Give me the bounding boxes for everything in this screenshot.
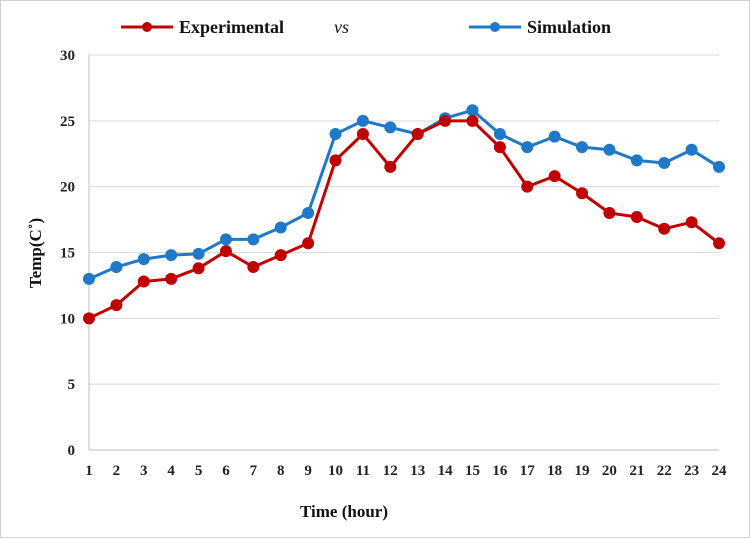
- data-point-experimental: [83, 312, 95, 325]
- data-point-simulation: [685, 143, 698, 156]
- x-tick-label: 9: [304, 463, 312, 479]
- data-point-simulation: [356, 114, 369, 127]
- x-tick-label: 12: [383, 463, 398, 479]
- data-point-simulation: [576, 141, 589, 154]
- data-point-experimental: [603, 207, 616, 219]
- data-point-simulation: [247, 233, 260, 246]
- data-point-experimental: [521, 180, 534, 193]
- series-simulation: [83, 104, 725, 285]
- x-tick-label: 19: [575, 463, 590, 479]
- data-point-simulation: [329, 128, 342, 140]
- x-tick-label: 14: [438, 463, 454, 479]
- series-experimental: [83, 114, 725, 325]
- data-point-experimental: [576, 187, 589, 200]
- data-point-simulation: [110, 260, 123, 273]
- y-tick-label: 30: [60, 48, 75, 64]
- data-point-experimental: [356, 128, 369, 140]
- x-tick-label: 3: [140, 463, 148, 479]
- x-tick-label: 2: [113, 463, 121, 479]
- data-point-experimental: [165, 272, 178, 285]
- legend-item-experimental: Experimental: [121, 17, 284, 37]
- data-point-simulation: [466, 104, 479, 117]
- data-point-experimental: [493, 141, 506, 154]
- data-point-simulation: [603, 143, 616, 156]
- data-point-simulation: [548, 130, 561, 143]
- data-point-simulation: [137, 253, 150, 266]
- data-point-experimental: [439, 114, 452, 127]
- data-point-experimental: [658, 222, 671, 235]
- x-tick-label: 20: [602, 463, 617, 479]
- data-point-experimental: [466, 114, 479, 127]
- data-point-experimental: [713, 237, 725, 250]
- y-tick-label: 25: [60, 114, 75, 130]
- legend-marker-experimental: [142, 22, 152, 32]
- data-point-experimental: [329, 154, 342, 167]
- data-point-simulation: [83, 272, 95, 285]
- x-tick-label: 4: [167, 463, 175, 479]
- data-point-simulation: [192, 247, 205, 260]
- legend-label-experimental: Experimental: [179, 17, 284, 37]
- legend-marker-simulation: [490, 22, 500, 32]
- data-point-simulation: [713, 160, 725, 173]
- y-axis-ticks: 0 5 10 15 20 25 30: [60, 48, 75, 459]
- data-point-simulation: [630, 154, 643, 167]
- data-point-simulation: [274, 221, 287, 234]
- x-tick-label: 1: [85, 463, 93, 479]
- x-tick-label: 6: [222, 463, 230, 479]
- x-tick-label: 10: [328, 463, 343, 479]
- x-tick-label: 15: [465, 463, 480, 479]
- data-point-simulation: [165, 249, 178, 262]
- legend-label-simulation: Simulation: [527, 17, 611, 37]
- data-point-simulation: [302, 207, 315, 219]
- data-point-simulation: [493, 128, 506, 140]
- gridlines: [88, 54, 719, 451]
- data-point-simulation: [521, 141, 534, 154]
- series-layer: [83, 104, 725, 325]
- series-line-simulation: [88, 108, 720, 281]
- legend-separator: vs: [334, 17, 349, 37]
- y-tick-label: 5: [68, 377, 76, 393]
- data-point-experimental: [137, 275, 150, 288]
- y-tick-label: 0: [68, 443, 76, 459]
- data-point-experimental: [110, 299, 123, 312]
- series-line-experimental: [88, 119, 720, 320]
- data-point-experimental: [302, 237, 315, 250]
- legend: Experimental vs Simulation: [121, 17, 611, 37]
- data-point-experimental: [630, 210, 643, 223]
- x-tick-label: 24: [712, 463, 728, 479]
- x-tick-label: 16: [492, 463, 508, 479]
- data-point-experimental: [247, 260, 260, 273]
- y-tick-label: 20: [60, 180, 75, 196]
- x-tick-label: 5: [195, 463, 203, 479]
- data-point-experimental: [274, 249, 287, 262]
- data-point-experimental: [548, 170, 561, 183]
- data-point-experimental: [685, 216, 698, 229]
- y-tick-label: 15: [60, 246, 75, 262]
- x-tick-label: 18: [547, 463, 562, 479]
- y-tick-label: 10: [60, 311, 75, 327]
- x-tick-label: 8: [277, 463, 285, 479]
- data-point-simulation: [384, 121, 397, 134]
- data-point-simulation: [219, 233, 232, 246]
- data-point-experimental: [411, 128, 424, 140]
- x-tick-label: 13: [410, 463, 425, 479]
- data-point-experimental: [192, 262, 205, 275]
- x-tick-label: 17: [520, 463, 536, 479]
- x-tick-label: 22: [657, 463, 672, 479]
- x-axis-title: Time (hour): [300, 502, 388, 521]
- legend-item-simulation: Simulation: [469, 17, 611, 37]
- x-tick-label: 23: [684, 463, 699, 479]
- data-point-experimental: [384, 160, 397, 173]
- x-tick-label: 11: [356, 463, 370, 479]
- data-point-simulation: [658, 156, 671, 169]
- x-tick-label: 21: [629, 463, 644, 479]
- x-axis-ticks: 1 2 3 4 5 6 7 8 9 10 11 12 13 14 15 16 17 18 19 20 21 22 23 24: [85, 463, 727, 479]
- y-axis-title: Temp(C˚): [26, 218, 45, 288]
- x-tick-label: 7: [250, 463, 258, 479]
- data-point-experimental: [219, 245, 232, 258]
